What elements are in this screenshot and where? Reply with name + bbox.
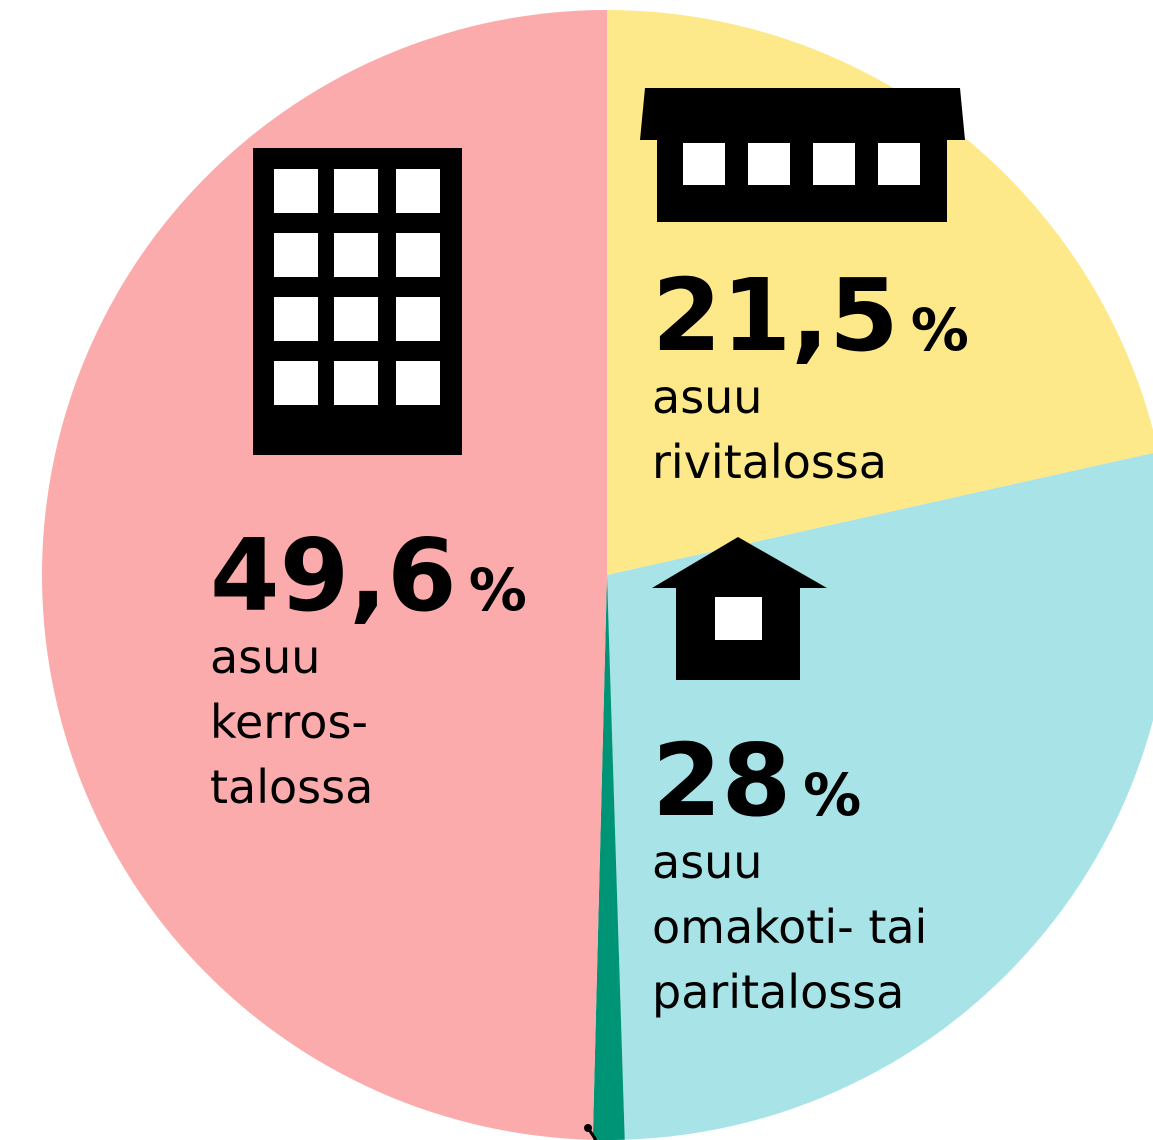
apartment-icon: [253, 148, 462, 455]
category-line: talossa: [210, 760, 373, 814]
category-label: asuu rivitalossa: [652, 370, 887, 489]
pie-slice: [592, 575, 625, 1140]
row-house-icon: [640, 88, 965, 222]
category-line: asuu: [652, 370, 762, 424]
slices: [42, 10, 1153, 1140]
house-icon: [652, 537, 827, 680]
category-label: asuu omakoti- tai paritalossa: [652, 835, 927, 1019]
value-label: 21,5%: [652, 257, 969, 374]
leader: [584, 1124, 598, 1140]
category-line: omakoti- tai: [652, 900, 927, 954]
value-label-part: 21,5: [652, 257, 899, 374]
category-line: asuu: [210, 630, 320, 684]
category-line: rivitalossa: [652, 435, 887, 489]
category-line: kerros-: [210, 695, 368, 749]
value-label-part: 49,6: [210, 517, 457, 634]
value-label-part: 28: [652, 722, 791, 839]
category-label: asuu kerros-talossa: [210, 630, 373, 814]
value-label-part: %: [911, 296, 969, 364]
value-label-part: %: [469, 556, 527, 624]
value-label-part: %: [803, 761, 861, 829]
value-label: 49,6%: [210, 517, 527, 634]
value-label: 28%: [652, 722, 861, 839]
category-line: paritalossa: [652, 965, 904, 1019]
pie-slice: [42, 10, 608, 1140]
category-line: asuu: [652, 835, 762, 889]
